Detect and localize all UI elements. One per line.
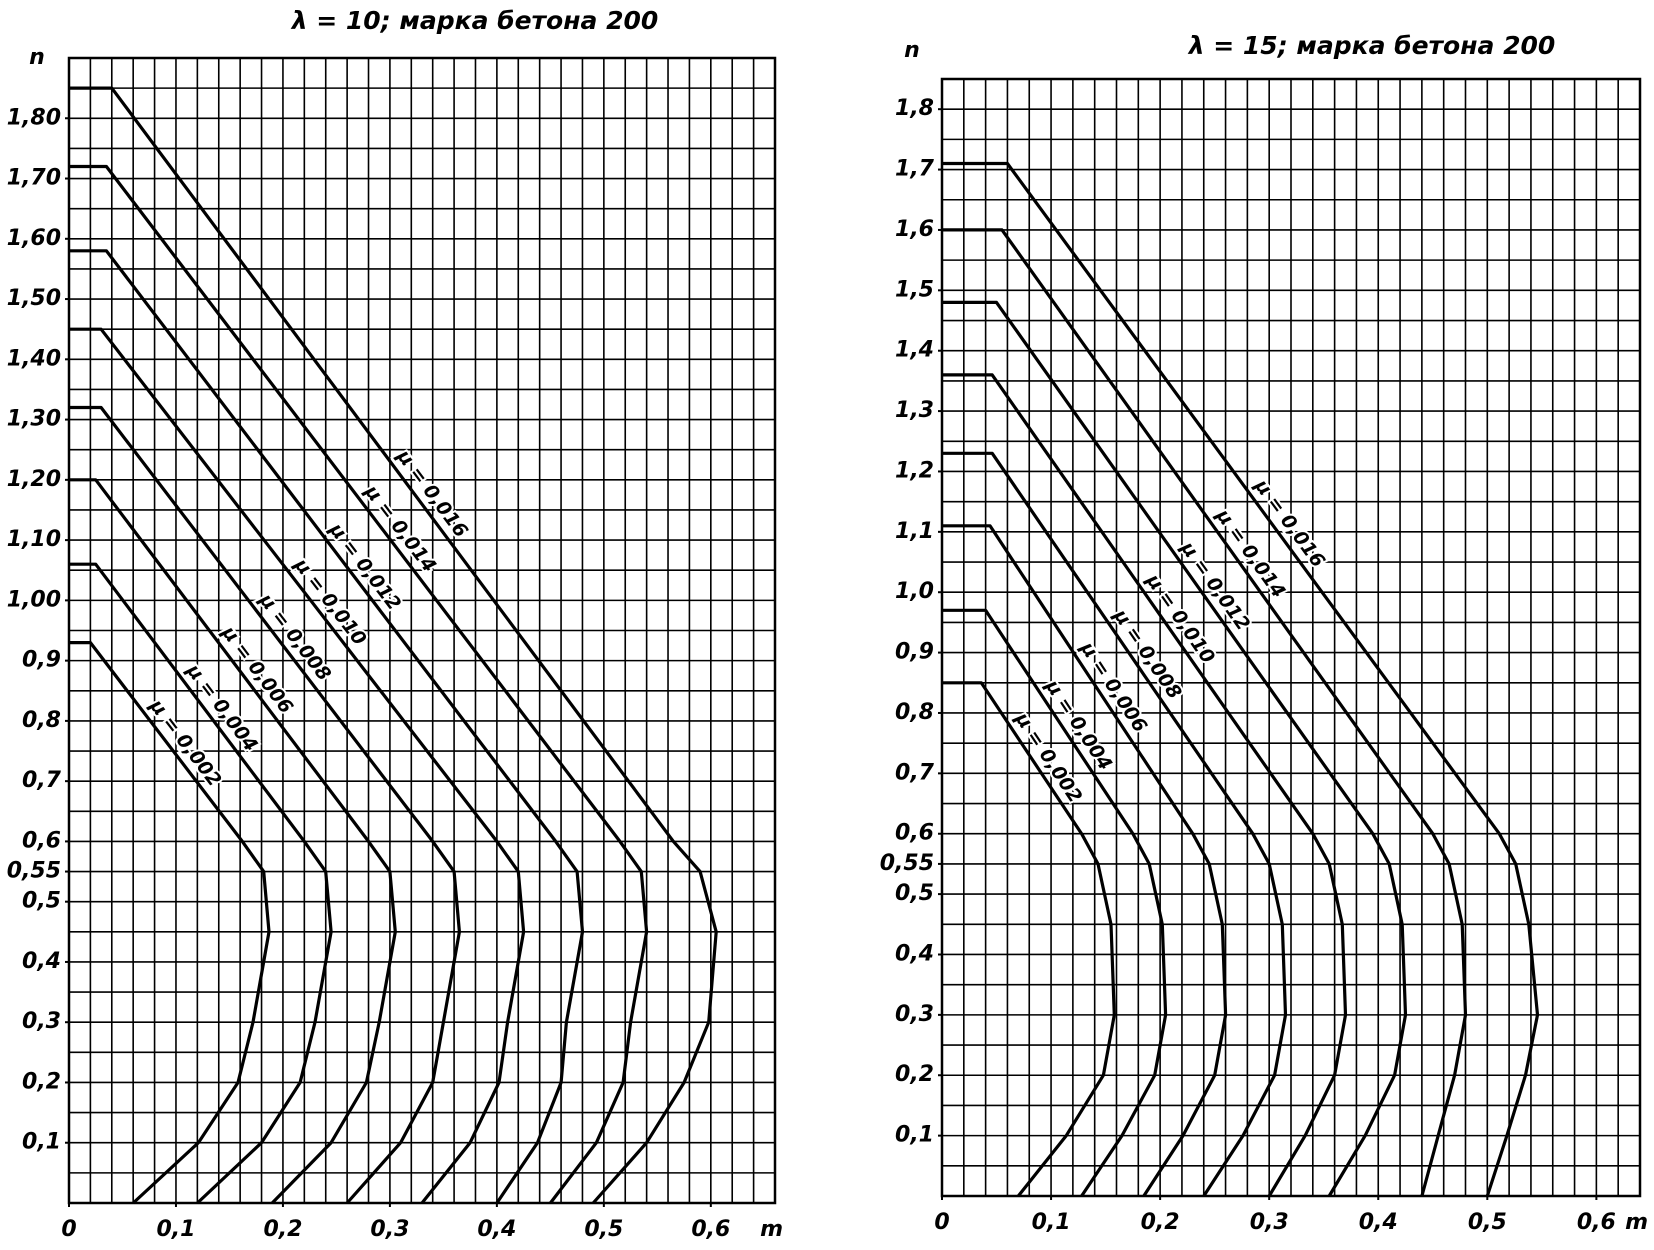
chart: 0,1 0,2 0,3 0,4 0,5 0,55 0,6 0,7 0,8 0,9 1,0 1,1 1,2… [880, 31, 1648, 1235]
curve [69, 164, 649, 1204]
y-tick-label: 0,6 [895, 821, 934, 846]
y-tick-label: 1,4 [895, 338, 934, 363]
y-tick-label: 0,6 [22, 828, 61, 853]
x-tick-label: 0,5 [584, 1217, 623, 1242]
curve [942, 161, 1540, 1197]
y-tick-label: 0,9 [22, 648, 61, 673]
curve [69, 327, 526, 1204]
x-tick-label: 0,1 [1032, 1210, 1071, 1235]
y-tick-label: 0,5 [895, 881, 934, 906]
y-tick-label: 0,8 [895, 700, 934, 725]
y-axis-label: n [904, 38, 920, 63]
y-tick-label: 0,1 [22, 1130, 61, 1155]
chart: 0,1 0,2 0,3 0,4 0,5 0,55 0,6 0,7 0,8 0,9 1,00 1,10 1… [7, 6, 783, 1242]
curve [69, 562, 333, 1205]
x-tick-label: 0,1 [156, 1217, 195, 1242]
x-tick-label: 0,2 [263, 1217, 302, 1242]
y-tick-label: 1,8 [895, 96, 934, 121]
y-axis-label: n [29, 45, 45, 70]
y-tick-label: 1,0 [895, 579, 934, 604]
curve [69, 405, 461, 1205]
x-tick-label: 0,2 [1141, 1210, 1180, 1235]
curve [942, 228, 1468, 1197]
y-tick-label: 0,4 [895, 941, 934, 966]
curve [942, 451, 1288, 1197]
y-tick-label: 0,2 [22, 1069, 61, 1094]
y-tick-label: 0,9 [895, 640, 934, 665]
y-tick-label: 0,55 [7, 859, 61, 884]
curve [942, 681, 1116, 1197]
y-tick-label: 1,3 [895, 398, 934, 423]
y-tick-label: 1,5 [895, 277, 934, 302]
curve [69, 249, 585, 1204]
chart-title: λ = 15; марка бетона 200 [1187, 31, 1556, 60]
x-tick-label: 0,4 [477, 1217, 516, 1242]
y-tick-label: 1,10 [7, 527, 61, 552]
y-tick-label: 0,3 [22, 1009, 61, 1034]
curve [942, 608, 1168, 1197]
y-tick-label: 0,5 [22, 889, 61, 914]
y-tick-label: 1,40 [7, 346, 61, 371]
y-tick-label: 1,00 [7, 587, 61, 612]
y-tick-label: 0,4 [22, 949, 61, 974]
y-tick-label: 1,2 [895, 458, 934, 483]
y-tick-label: 1,6 [895, 217, 934, 242]
y-tick-label: 1,80 [7, 105, 61, 130]
chart-title: λ = 10; марка бетона 200 [290, 6, 659, 35]
y-tick-label: 0,8 [22, 708, 61, 733]
y-tick-label: 1,50 [7, 286, 61, 311]
y-tick-label: 1,60 [7, 226, 61, 251]
y-tick-label: 0,2 [895, 1062, 934, 1087]
y-tick-label: 0,1 [895, 1123, 934, 1148]
x-tick-label: 0,6 [691, 1217, 730, 1242]
y-tick-label: 1,7 [895, 157, 935, 182]
y-tick-label: 1,70 [7, 166, 61, 191]
y-tick-label: 1,20 [7, 467, 61, 492]
x-tick-label: 0,3 [370, 1217, 409, 1242]
x-tick-label: 0 [934, 1210, 949, 1235]
y-tick-label: 0,55 [880, 851, 934, 876]
x-axis-label: m [1625, 1210, 1648, 1235]
x-axis-label: m [760, 1217, 783, 1242]
y-tick-label: 0,7 [895, 760, 935, 785]
x-tick-label: 0,4 [1359, 1210, 1398, 1235]
x-tick-label: 0,3 [1250, 1210, 1289, 1235]
y-tick-label: 0,3 [895, 1002, 934, 1027]
y-tick-label: 0,7 [22, 768, 62, 793]
curve [942, 524, 1228, 1197]
curve [69, 641, 271, 1205]
y-tick-label: 1,30 [7, 407, 61, 432]
x-tick-label: 0,6 [1577, 1210, 1616, 1235]
curve [69, 478, 397, 1205]
x-tick-label: 0,5 [1468, 1210, 1507, 1235]
curve [942, 300, 1408, 1197]
curve [942, 373, 1348, 1197]
x-tick-label: 0 [61, 1217, 76, 1242]
y-tick-label: 1,1 [895, 519, 934, 544]
curve [69, 86, 718, 1205]
